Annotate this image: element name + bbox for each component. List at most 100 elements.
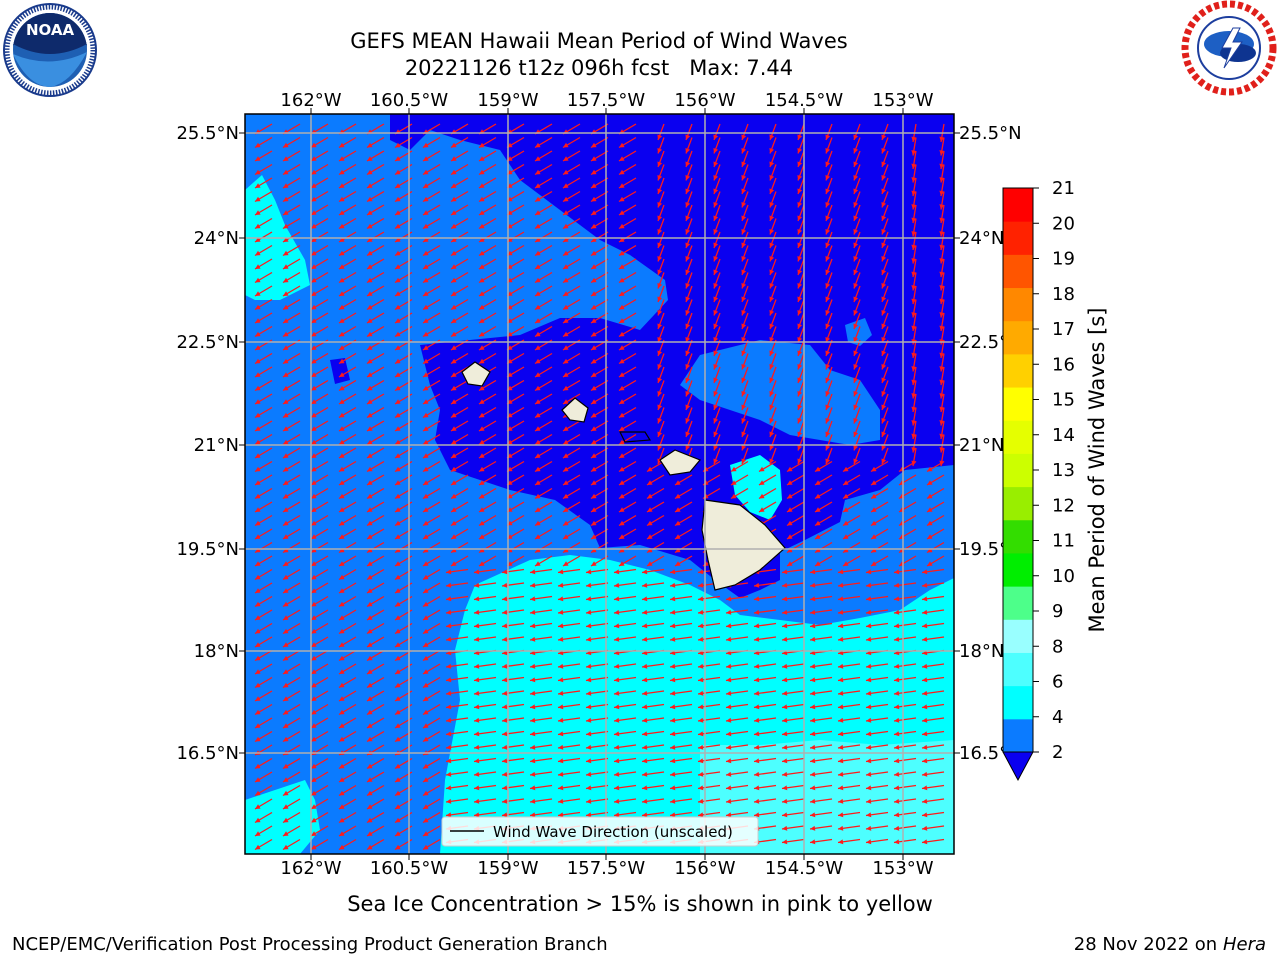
wind-wave-arrowhead [446, 636, 452, 642]
wind-wave-arrowhead [563, 304, 569, 310]
wind-wave-arrowhead [657, 377, 663, 383]
map-legend: Wind Wave Direction (unscaled) [441, 816, 759, 847]
wind-wave-arrowhead [283, 493, 289, 499]
wind-wave-arrowhead [451, 534, 457, 539]
wind-wave-arrowhead [927, 534, 933, 539]
wind-wave-arrowhead [797, 363, 803, 370]
wind-wave-arrowhead [502, 785, 508, 791]
wind-wave-arrowhead [843, 480, 849, 485]
wind-wave-arrowhead [530, 690, 536, 696]
wind-wave-arrowhead [670, 812, 676, 818]
wind-wave-arrowhead [451, 183, 457, 188]
wind-wave-arrowhead [713, 444, 719, 451]
wind-wave-arrowhead [726, 785, 732, 791]
wind-wave-arrowhead [741, 228, 747, 235]
wind-wave-arrowhead [911, 406, 917, 412]
wind-wave-arrowhead [395, 628, 401, 634]
wind-wave-arrowhead [591, 196, 597, 202]
wind-wave-arrowhead [255, 574, 261, 580]
wind-wave-arrowhead [939, 190, 945, 196]
wind-wave-arrowhead [810, 798, 816, 804]
wind-wave-arrowhead [815, 547, 821, 553]
wind-wave-arrowhead [423, 237, 429, 242]
wind-wave-arrowhead [769, 309, 775, 316]
wind-wave-arrowhead [769, 242, 775, 248]
wind-wave-arrowhead [530, 636, 536, 642]
wind-wave-arrowhead [922, 582, 928, 588]
wind-wave-arrowhead [395, 534, 401, 539]
wind-wave-arrowhead [797, 296, 803, 302]
wind-wave-arrowhead [339, 588, 345, 593]
wind-wave-arrowhead [367, 615, 373, 620]
wind-wave-arrowhead [451, 480, 457, 485]
wind-wave-arrowhead [367, 763, 373, 769]
wind-wave-arrowhead [339, 331, 345, 337]
wind-wave-arrowhead [922, 690, 928, 696]
wind-wave-arrowhead [713, 215, 719, 221]
wind-wave-arrowhead [339, 628, 345, 634]
wind-wave-arrowhead [586, 596, 592, 602]
wind-wave-arrowhead [922, 771, 928, 777]
wind-wave-arrowhead [927, 547, 933, 553]
wind-wave-arrowhead [825, 363, 831, 370]
wind-wave-arrowhead [311, 466, 317, 472]
wind-wave-arrowhead [881, 390, 887, 397]
wind-wave-arrowhead [255, 399, 261, 404]
wind-wave-arrowhead [670, 636, 676, 642]
wind-wave-arrowhead [939, 177, 945, 183]
wind-wave-arrowhead [754, 623, 760, 629]
wind-wave-arrowhead [713, 269, 719, 275]
wind-wave-arrowhead [698, 677, 704, 683]
wind-wave-arrowhead [395, 615, 401, 620]
wind-wave-arrowhead [871, 466, 877, 472]
wind-wave-arrowhead [563, 169, 569, 175]
wind-wave-arrowhead [367, 736, 373, 742]
wind-wave-arrowhead [922, 704, 928, 710]
wind-wave-arrowhead [894, 582, 900, 588]
wind-wave-arrowhead [698, 731, 704, 737]
wind-wave-arrowhead [754, 677, 760, 683]
wind-wave-arrowhead [451, 264, 457, 269]
wind-wave-arrowhead [619, 237, 625, 242]
wind-wave-arrowhead [825, 215, 831, 221]
wind-wave-arrowhead [395, 277, 401, 283]
wind-wave-arrowhead [283, 223, 289, 229]
wind-wave-arrowhead [395, 372, 401, 377]
wind-wave-arrowhead [815, 534, 821, 539]
wind-wave-arrowhead [479, 453, 485, 458]
wind-wave-arrowhead [283, 156, 289, 161]
wind-wave-arrowhead [283, 358, 289, 364]
wind-wave-arrowhead [367, 210, 373, 215]
wind-wave-arrowhead [911, 433, 917, 439]
lon-label: 162°W [280, 90, 341, 111]
wind-wave-arrowhead [311, 615, 317, 620]
wind-wave-arrowhead [838, 825, 844, 831]
wind-wave-arrowhead [423, 196, 429, 202]
wind-wave-arrowhead [894, 812, 900, 818]
wind-wave-arrowhead [535, 412, 541, 418]
wind-wave-arrowhead [741, 215, 747, 221]
wind-wave-arrowhead [741, 147, 747, 154]
wind-wave-arrowhead [591, 561, 597, 566]
wind-wave-arrowhead [311, 790, 317, 796]
wind-wave-arrowhead [395, 574, 401, 580]
wind-wave-arrowhead [797, 377, 803, 383]
wind-wave-arrowhead [283, 183, 289, 188]
wind-wave-arrowhead [939, 420, 945, 426]
wind-wave-arrowhead [367, 183, 373, 188]
wind-wave-arrowhead [939, 271, 945, 277]
wind-wave-arrowhead [255, 628, 261, 634]
wind-wave-arrowhead [825, 377, 831, 383]
wind-wave-arrowhead [787, 493, 793, 499]
wind-wave-arrowhead [881, 188, 887, 194]
wind-wave-arrowhead [446, 569, 452, 575]
wind-wave-arrowhead [563, 318, 569, 323]
lat-label: 18°N [959, 641, 1004, 662]
wind-wave-arrowhead [911, 150, 917, 156]
colorbar-band [1003, 320, 1033, 355]
wind-wave-arrowhead [423, 574, 429, 580]
wind-wave-arrowhead [825, 404, 831, 410]
wind-wave-arrowhead [825, 228, 831, 235]
wind-wave-arrowhead [619, 331, 625, 337]
